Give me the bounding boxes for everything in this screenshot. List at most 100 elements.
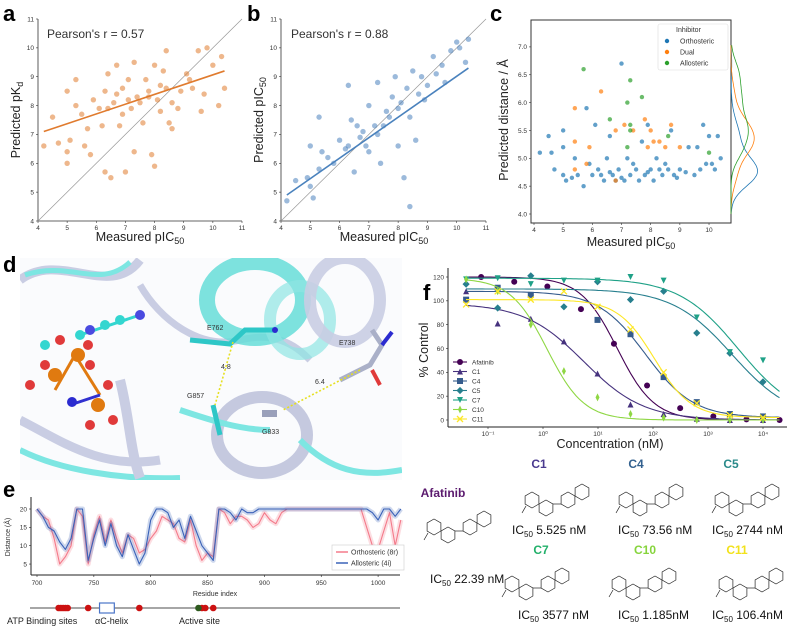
data-point (392, 74, 398, 80)
benzene-ring (440, 526, 456, 544)
data-point (163, 48, 169, 54)
kde-curve-orthosteric (730, 45, 759, 215)
legend-label-allosteric-4i: Allosteric (4i) (351, 561, 391, 568)
y-tick-label: 0 (440, 417, 444, 424)
data-point-c11 (494, 287, 502, 295)
atp-binding-site-marker (136, 604, 143, 612)
data-point-c11 (759, 414, 767, 422)
data-point-afatinib (478, 274, 485, 280)
data-point (430, 53, 436, 60)
ic50-value-c11: IC50 106.4nM (712, 608, 783, 624)
bond (423, 532, 429, 541)
data-point (221, 85, 228, 91)
y-tick-label: 10 (270, 45, 278, 52)
data-point-dual (651, 139, 656, 144)
x-tick-label: 850 (202, 580, 213, 587)
data-point-c1 (594, 370, 601, 377)
legend-label-c11: C11 (472, 416, 484, 423)
data-point (108, 175, 114, 181)
data-point (183, 71, 190, 77)
data-point-allosteric (628, 78, 633, 83)
data-point-dual (572, 139, 578, 144)
data-point-allosteric (625, 144, 630, 150)
x-tick-label: 6 (94, 225, 98, 232)
residue-label-e738: E738 (339, 340, 355, 347)
residue-label-g833: G833 (262, 429, 279, 436)
data-point-orthosteric (709, 161, 715, 167)
data-point (105, 71, 111, 77)
ic50-value-c1: IC50 5.525 nM (512, 523, 586, 539)
data-point-dual (648, 128, 653, 133)
data-point (284, 198, 290, 204)
data-point-c7 (560, 277, 567, 284)
distance-line-2 (282, 369, 361, 411)
data-point-orthosteric (663, 161, 668, 167)
benzene-ring (625, 583, 641, 601)
y-tick-label: 5 (30, 189, 34, 196)
data-point (128, 105, 134, 112)
y-tick-label: 80 (437, 322, 445, 329)
residue-g857-stick (210, 404, 223, 436)
data-point (366, 149, 372, 155)
data-point-orthosteric (537, 150, 543, 155)
x-tick-label: 8 (153, 225, 157, 232)
data-point (377, 160, 384, 166)
chemical-structure-c1 (521, 483, 590, 517)
bond (501, 589, 507, 598)
active-site-label: Active site (179, 616, 220, 626)
data-point (160, 68, 167, 74)
data-point-orthosteric (642, 172, 648, 178)
data-point (413, 137, 419, 143)
data-point-dual (657, 139, 662, 144)
data-point-orthosteric (552, 167, 557, 172)
data-point-c7 (494, 275, 501, 282)
data-point-c7 (627, 274, 634, 280)
data-point-afatinib (776, 417, 783, 423)
y-tick-label: 7 (273, 132, 277, 139)
data-point-c4 (527, 291, 534, 298)
y-tick-label: 10 (27, 45, 35, 52)
atp-binding-site-marker (84, 604, 92, 612)
x-tick-label: 5 (308, 225, 312, 232)
data-point (55, 140, 62, 146)
data-point (102, 88, 108, 94)
data-point-c7 (527, 281, 534, 288)
ligand-ball-and-stick (25, 310, 145, 430)
data-point-orthosteric (628, 172, 633, 178)
y-tick-label: 5 (273, 189, 277, 196)
data-point-orthosteric (630, 161, 636, 167)
benzene-ring (462, 518, 478, 536)
y-tick-label: 20 (437, 393, 445, 400)
data-point (348, 117, 354, 123)
data-point-c7 (693, 314, 700, 321)
y-tick-label: 4.0 (518, 211, 527, 218)
legend-marker-orthosteric (664, 38, 670, 44)
data-point-orthosteric (590, 172, 595, 178)
x-tick-label: 4 (36, 225, 40, 232)
data-point (195, 48, 201, 54)
y-tick-label: 15 (20, 525, 28, 532)
ic50-value-c4: IC50 73.56 nM (618, 523, 692, 539)
data-point-c5 (527, 272, 535, 280)
alpha-c-helix-label: αC-helix (95, 616, 129, 626)
data-point-dual (572, 167, 578, 172)
data-point (354, 123, 360, 129)
data-point-dual (613, 178, 618, 183)
benzene-ring (750, 491, 766, 509)
data-point (186, 76, 193, 83)
identity-line (37, 18, 243, 222)
legend-label-afatinib: Afatinib (472, 359, 494, 366)
benzene-ring (754, 575, 770, 593)
data-point (439, 62, 445, 68)
chart-c: Measured pIC50 Predicted distance / Å In… (496, 19, 759, 251)
data-point-c4 (660, 374, 667, 381)
data-point (465, 36, 472, 42)
data-point-dual (663, 144, 668, 150)
data-point (84, 125, 91, 132)
data-point (383, 108, 390, 115)
y-tick-label: 4.5 (518, 183, 527, 190)
benzene-ring (518, 583, 534, 601)
data-point-orthosteric (616, 167, 621, 172)
data-point (140, 120, 146, 126)
data-point-dual (584, 161, 589, 167)
